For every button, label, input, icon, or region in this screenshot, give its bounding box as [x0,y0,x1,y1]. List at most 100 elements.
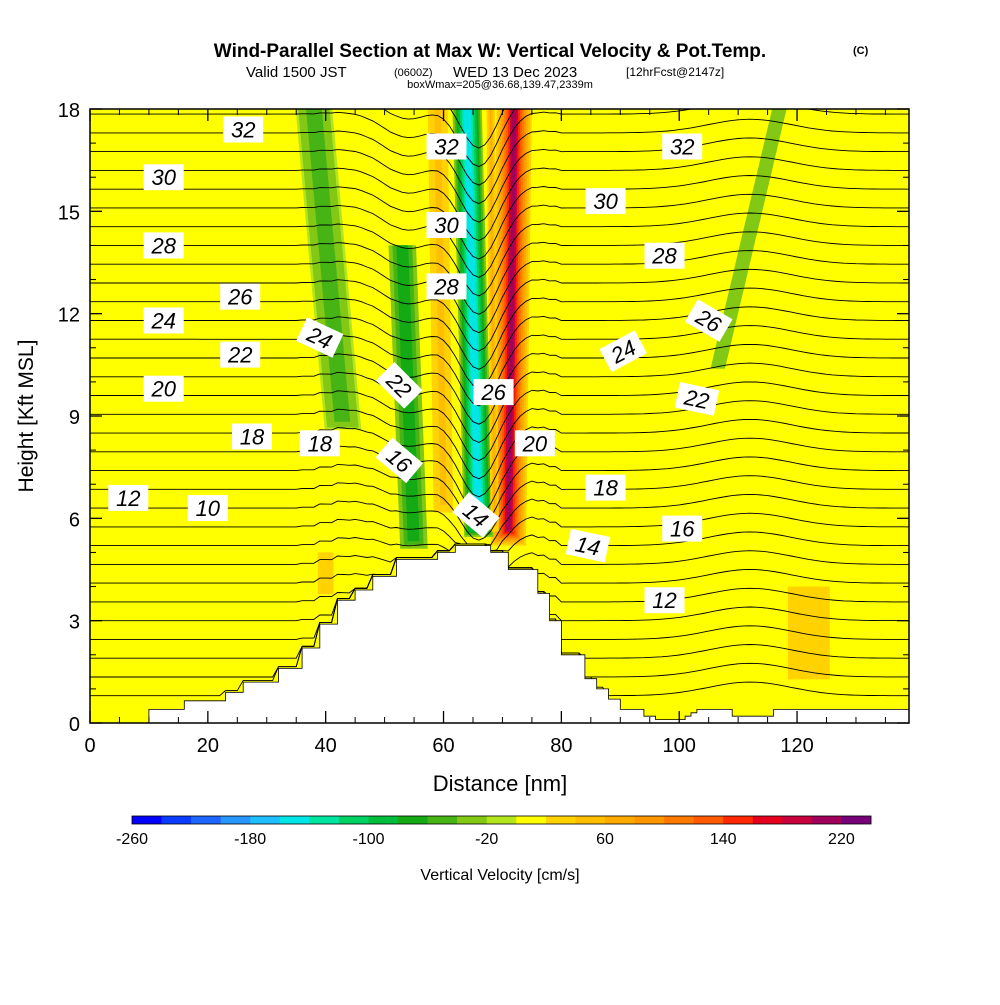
isentrope-label-box [375,361,423,409]
isentrope-line [90,512,909,552]
isentrope-label-box [143,375,184,402]
colorbar-tick-label: -20 [475,831,498,848]
isentrope-label: 30 [143,164,184,191]
isentrope-label: 32 [662,133,703,160]
isentrope-label: 16 [662,515,703,542]
colorbar-frame [131,815,872,825]
isentrope-line [90,381,909,462]
colorbar-swatch [693,816,724,824]
isentrope-line [90,268,909,352]
isentrope-label-text: 14 [573,531,602,561]
colorbar-tick-label: 220 [828,831,855,848]
velocity-band [465,109,481,524]
isentrope-line [90,362,909,443]
isentrope-label-text: 30 [151,165,176,190]
isentrope-label-text: 28 [433,274,459,299]
colorbar-swatch [338,816,369,824]
velocity-band [803,586,815,674]
isentrope-line [90,418,909,498]
colorbar-swatch [191,816,221,824]
isentrope-label: 28 [143,232,184,259]
isentrope-line [90,231,909,315]
isentrope-label-text: 26 [480,380,506,405]
isentrope-label-box [220,283,261,310]
isentrope-label-text: 18 [308,431,333,456]
y-axis-title: Height [Kft MSL] [15,340,38,493]
isentrope-label-box [674,382,720,416]
isentrope-label-box [426,133,467,160]
x-tick-label: 60 [432,735,454,757]
axes: 0 20 40 60 80 100 120 0 3 6 9 12 15 18 [58,100,909,757]
colorbar-swatch [427,816,458,824]
isentrope-label: 30 [585,188,626,215]
velocity-band [436,109,445,504]
isentrope-label-text: 32 [670,135,694,160]
isentrope-label-text: 18 [240,425,265,450]
colorbar-swatch [161,816,192,824]
isentrope-label: 32 [426,133,467,160]
copyright-mark: (C) [853,45,869,57]
isentrope-label-box [565,528,611,563]
x-tick-label: 40 [315,735,337,757]
colorbar-swatch [604,816,635,824]
isentrope-label-box [232,423,272,450]
isentrope-line [90,325,909,407]
isentrope-label-text: 30 [434,213,459,238]
isentrope-label: 26 [473,379,514,406]
y-tick-label: 0 [69,714,80,736]
isentrope-label: 26 [220,283,261,310]
isentrope-label: 18 [232,423,272,450]
isentrope-line [90,137,909,223]
x-axis-title: Distance [nm] [433,771,568,796]
isentrope-line [90,437,909,516]
terrain-layer [90,545,909,723]
isentrope-label: 20 [143,375,184,402]
isentrope-label-text: 32 [231,118,255,143]
y-tick-label: 18 [58,100,80,122]
colorbar-swatch [220,816,251,824]
isentrope-label-box [644,242,685,269]
isentrope-line [90,475,909,541]
chart-title: Wind-Parallel Section at Max W: Vertical… [214,41,766,62]
isentrope-label: 22 [220,341,261,368]
isentrope-label-box [473,379,514,406]
isentrope-label-text: 20 [150,377,176,402]
isentrope-label-box [585,474,626,501]
forecast-info: [12hrFcst@2147z] [626,65,724,79]
colorbar-swatch [309,816,340,824]
y-tick-label: 6 [69,509,80,531]
y-tick-label: 3 [69,612,80,634]
isentrope-label-text: 10 [196,496,221,521]
isentrope-label-text: 12 [116,486,140,511]
isentrope-label: 18 [299,430,340,457]
isentrope-label-box [426,273,467,300]
isentrope-label-text: 18 [593,476,618,501]
isentrope-label-box [599,330,647,373]
colorbar-swatch [398,816,428,824]
y-tick-label: 9 [69,407,80,429]
isentrope-label-box [684,299,733,342]
isentrope-line [90,306,909,389]
colorbar-title: Vertical Velocity [cm/s] [420,867,579,884]
isentrope-label-text: 22 [227,343,252,368]
isentrope-label-box [108,484,149,511]
y-tick-label: 12 [58,305,80,327]
isentrope-label: 12 [108,484,149,511]
isentrope-label: 22 [674,382,720,416]
isentrope-label: 14 [565,528,611,563]
velocity-band [714,109,783,367]
colorbar-swatch [723,816,754,824]
isentrope-line [90,400,909,480]
isentrope-label-text: 24 [150,309,175,334]
isentrope-label-box [662,515,703,542]
isentrope-label-text: 26 [227,285,253,310]
velocity-band [323,552,328,589]
isentrope-label: 28 [426,273,467,300]
isentrope-label-box [143,307,184,334]
isentrope-label-box [585,188,626,215]
isentrope-label-box [514,430,555,457]
isentrope-label-text: 20 [522,431,548,456]
valid-time: Valid 1500 JST [246,64,347,81]
